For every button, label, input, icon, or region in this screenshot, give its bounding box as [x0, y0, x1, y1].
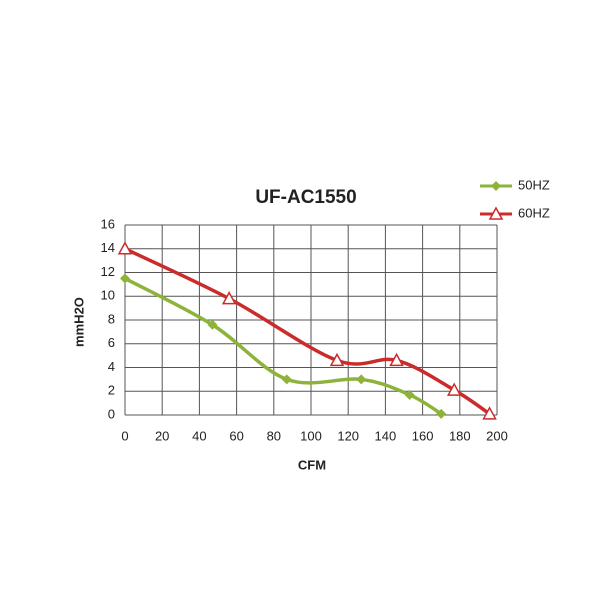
marker: [446, 382, 462, 396]
y-tick-label: 12: [101, 264, 115, 279]
marker: [329, 352, 345, 367]
x-tick-label: 60: [229, 428, 243, 443]
x-tick-label: 80: [267, 428, 281, 443]
chart-title: UF-AC1550: [255, 187, 356, 208]
marker: [221, 291, 237, 305]
y-tick-label: 2: [108, 383, 115, 398]
series-line: [124, 247, 491, 416]
x-tick-label: 20: [155, 428, 169, 443]
marker: [482, 406, 497, 420]
y-tick-label: 4: [108, 359, 115, 374]
y-axis-label: mmH2O: [71, 297, 86, 347]
x-tick-label: 180: [449, 428, 471, 443]
y-tick-label: 16: [101, 216, 115, 231]
y-tick-label: 8: [108, 311, 115, 326]
marker: [436, 408, 447, 419]
x-tick-label: 160: [412, 428, 434, 443]
marker: [117, 241, 133, 255]
legend-marker: [488, 206, 504, 220]
x-tick-label: 120: [337, 428, 359, 443]
marker: [120, 273, 130, 284]
x-tick-label: 40: [192, 428, 206, 443]
x-tick-label: 140: [375, 428, 397, 443]
legend-label: 60HZ: [518, 205, 550, 220]
marker: [207, 319, 218, 330]
marker: [404, 389, 415, 400]
legend-label: 50HZ: [518, 177, 550, 192]
series-line: [124, 276, 443, 416]
marker: [356, 374, 367, 385]
y-tick-label: 10: [101, 288, 115, 303]
legend-marker: [491, 181, 501, 191]
y-tick-label: 14: [101, 240, 115, 255]
x-tick-label: 0: [121, 428, 128, 443]
y-tick-label: 0: [108, 406, 115, 421]
x-axis-label: CFM: [298, 457, 326, 472]
x-tick-label: 100: [300, 428, 322, 443]
y-tick-label: 6: [108, 335, 115, 350]
marker: [281, 374, 292, 385]
x-tick-label: 200: [486, 428, 508, 443]
marker: [389, 352, 404, 367]
